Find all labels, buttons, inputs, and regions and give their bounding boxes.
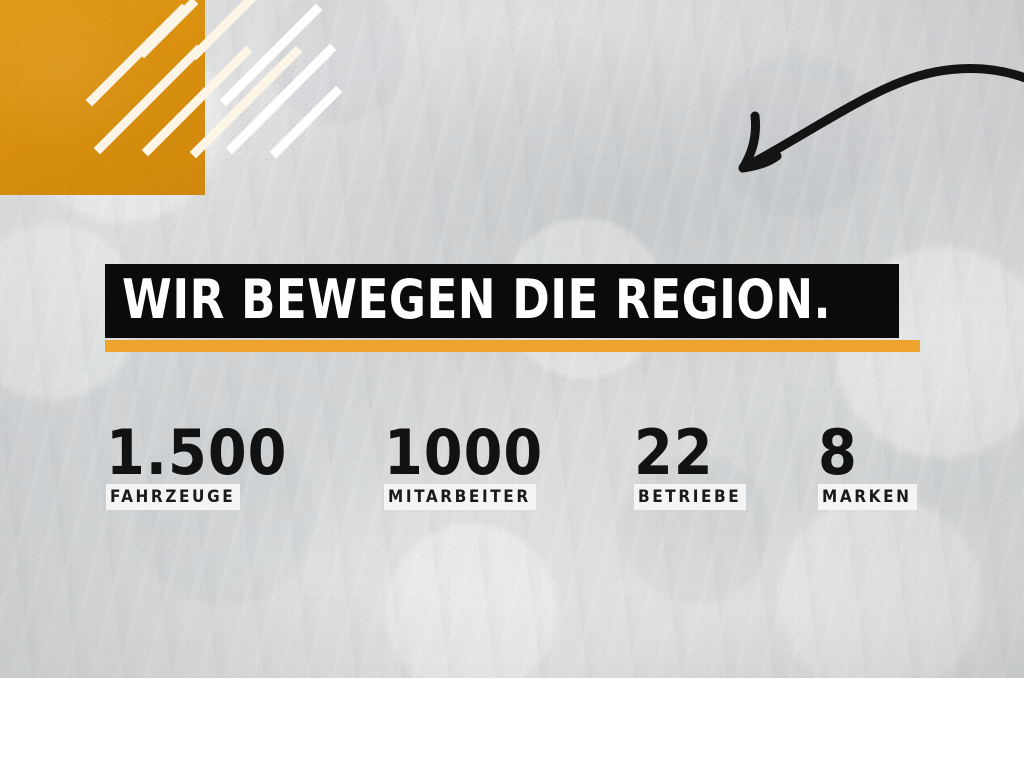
orange-corner-block bbox=[0, 0, 205, 195]
stat-value: 1000 bbox=[384, 416, 544, 489]
stat-label: MITARBEITER bbox=[384, 484, 536, 510]
diagonal-stripes-icon bbox=[0, 0, 343, 210]
stat-marken: 8 MARKEN bbox=[818, 416, 917, 510]
page-title: WIR BEWEGEN DIE REGION. bbox=[122, 268, 832, 331]
stat-label: FAHRZEUGE bbox=[106, 484, 241, 510]
headline-bar: WIR BEWEGEN DIE REGION. bbox=[105, 264, 899, 338]
headline-underline-rule bbox=[105, 340, 920, 352]
stat-label: BETRIEBE bbox=[634, 484, 747, 510]
stat-value: 22 bbox=[634, 416, 714, 489]
stat-betriebe: 22 BETRIEBE bbox=[634, 416, 747, 510]
footer-bar: AVPAUTOLAND SKODA bbox=[0, 678, 1024, 768]
stat-value: 1.500 bbox=[106, 416, 288, 489]
stat-fahrzeuge: 1.500 FAHRZEUGE bbox=[106, 416, 288, 510]
stats-row: 1.500 FAHRZEUGE 1000 MITARBEITER 22 BETR… bbox=[106, 416, 936, 514]
stat-mitarbeiter: 1000 MITARBEITER bbox=[384, 416, 544, 510]
stat-value: 8 bbox=[818, 416, 858, 489]
stat-label: MARKEN bbox=[818, 484, 917, 510]
headline-block: WIR BEWEGEN DIE REGION. bbox=[105, 264, 920, 352]
curved-arrow-icon bbox=[695, 48, 1024, 218]
